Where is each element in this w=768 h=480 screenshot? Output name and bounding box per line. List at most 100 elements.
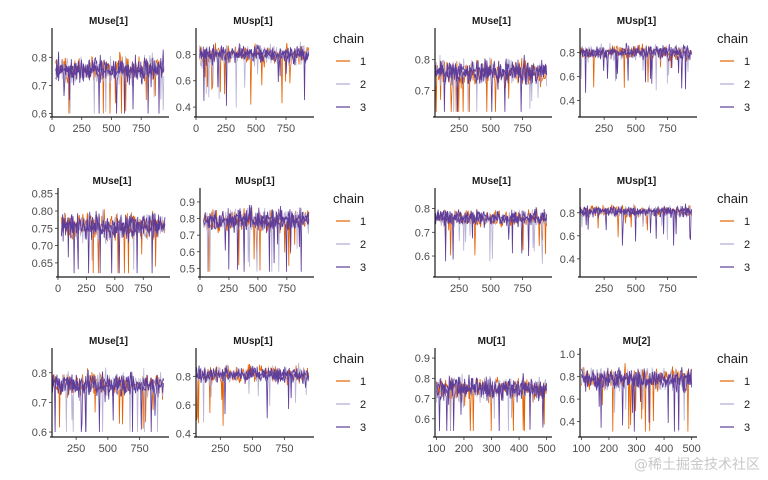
x-tick-label: 400	[510, 443, 528, 455]
x-tick-label: 750	[277, 123, 295, 135]
x-tick-label: 0	[197, 283, 203, 295]
y-tick-label: 0.7	[415, 394, 430, 406]
chain-3-trace	[199, 46, 310, 65]
x-tick-label: 750	[275, 443, 293, 455]
y-tick-label: 1.0	[560, 349, 575, 361]
chain-legend: chain 1 2 3	[717, 31, 750, 114]
y-tick-label: 0.5	[180, 263, 195, 275]
legend-title: chain	[717, 351, 748, 366]
x-tick-label: 750	[278, 283, 296, 295]
y-tick-label: 0.8	[180, 214, 195, 226]
y-tick-label: 0.8	[415, 204, 430, 216]
chain-3-trace	[579, 44, 693, 63]
chain-legend: chain 1 2 3	[717, 351, 750, 434]
chain-3-trace	[203, 204, 310, 231]
trace-panel: MUse[1] 0.6 0.7 0.8 0 250 500 750	[32, 16, 169, 135]
chain-legend: chain 1 2 3	[333, 31, 366, 114]
panel-title: MUsp[1]	[617, 16, 656, 27]
legend-label: 3	[360, 422, 366, 434]
legend-title: chain	[333, 191, 364, 206]
y-tick-label: 0.70	[32, 241, 53, 253]
y-tick-label: 0.6	[32, 109, 47, 121]
legend-label: 2	[360, 79, 366, 91]
y-tick-label: 0.7	[32, 397, 47, 409]
legend-label: 2	[744, 79, 750, 91]
watermark: @稀土掘金技术社区	[634, 457, 760, 473]
trace-panel: MU[1] 0.6 0.7 0.8 0.9 100 200 300 400 500	[415, 336, 556, 455]
y-tick-label: 0.7	[415, 227, 430, 239]
legend-label: 3	[360, 262, 366, 274]
legend-label: 3	[744, 102, 750, 114]
legend-label: 1	[360, 216, 366, 228]
x-tick-label: 750	[658, 283, 676, 295]
x-tick-label: 250	[217, 123, 235, 135]
x-tick-label: 250	[595, 283, 613, 295]
trace-panel: MUse[1] 0.6 0.7 0.8 250 500 750	[32, 336, 169, 455]
chain-2-trace	[199, 41, 310, 108]
panel-title: MUse[1]	[472, 16, 511, 27]
x-tick-label: 500	[482, 123, 500, 135]
x-tick-label: 500	[102, 123, 120, 135]
x-tick-label: 500	[243, 443, 261, 455]
x-tick-label: 500	[627, 283, 645, 295]
x-tick-label: 500	[247, 123, 265, 135]
x-tick-label: 500	[106, 283, 124, 295]
y-tick-label: 0.65	[32, 258, 53, 270]
legend-label: 1	[360, 56, 366, 68]
legend-label: 1	[744, 376, 750, 388]
x-tick-label: 250	[450, 123, 468, 135]
trace-panel: MUsp[1] 0.4 0.6 0.8 250 500 750	[176, 336, 314, 455]
chain-3-trace	[434, 209, 547, 227]
x-tick-label: 750	[513, 123, 531, 135]
legend-title: chain	[717, 31, 748, 46]
y-tick-label: 0.7	[32, 80, 47, 92]
x-tick-label: 750	[130, 443, 148, 455]
x-tick-label: 500	[537, 443, 555, 455]
x-tick-label: 100	[427, 443, 445, 455]
chain-2-trace	[55, 52, 165, 114]
chain-3-trace	[55, 58, 165, 83]
y-tick-label: 0.85	[32, 189, 53, 201]
x-tick-label: 250	[73, 123, 91, 135]
y-tick-label: 0.6	[415, 251, 430, 263]
x-tick-label: 250	[595, 123, 613, 135]
x-tick-label: 100	[572, 443, 590, 455]
y-tick-label: 0.80	[32, 206, 53, 218]
trace-panel: MUsp[1] 0.4 0.6 0.8 0 250 500 750	[176, 16, 314, 135]
legend-label: 3	[744, 262, 750, 274]
chain-legend: chain 1 2 3	[333, 351, 366, 434]
trace-panel: MUse[1] 0.7 0.8 250 500 750	[415, 16, 552, 135]
panel-title: MUsp[1]	[233, 16, 272, 27]
x-tick-label: 300	[627, 443, 645, 455]
chain-legend: chain 1 2 3	[333, 191, 366, 274]
y-tick-label: 0.6	[560, 72, 575, 84]
x-tick-label: 500	[482, 283, 500, 295]
x-tick-label: 250	[77, 283, 95, 295]
x-tick-label: 500	[682, 443, 700, 455]
y-tick-label: 0.6	[32, 427, 47, 439]
y-tick-label: 0.4	[560, 96, 575, 108]
y-tick-label: 0.9	[415, 353, 430, 365]
y-tick-label: 0.8	[560, 208, 575, 220]
panel-title: MU[2]	[623, 336, 651, 347]
chain-3-trace	[434, 60, 547, 84]
y-tick-label: 0.8	[32, 368, 47, 380]
y-tick-label: 0.8	[560, 372, 575, 384]
legend-label: 2	[360, 239, 366, 251]
x-tick-label: 250	[211, 443, 229, 455]
x-tick-label: 750	[658, 123, 676, 135]
panel-title: MUsp[1]	[235, 176, 274, 187]
y-tick-label: 0.6	[180, 247, 195, 259]
x-tick-label: 0	[55, 283, 61, 295]
trace-panel: MUsp[1] 0.4 0.6 0.8 250 500 750	[560, 16, 697, 135]
x-tick-label: 500	[99, 443, 117, 455]
chain-3-trace	[434, 207, 548, 262]
y-tick-label: 0.6	[415, 414, 430, 426]
y-tick-label: 0.6	[176, 400, 191, 412]
x-tick-label: 200	[600, 443, 618, 455]
x-tick-label: 750	[132, 123, 150, 135]
panel-title: MUse[1]	[472, 176, 511, 187]
y-tick-label: 0.7	[180, 230, 195, 242]
legend-label: 1	[744, 216, 750, 228]
y-tick-label: 0.6	[560, 394, 575, 406]
